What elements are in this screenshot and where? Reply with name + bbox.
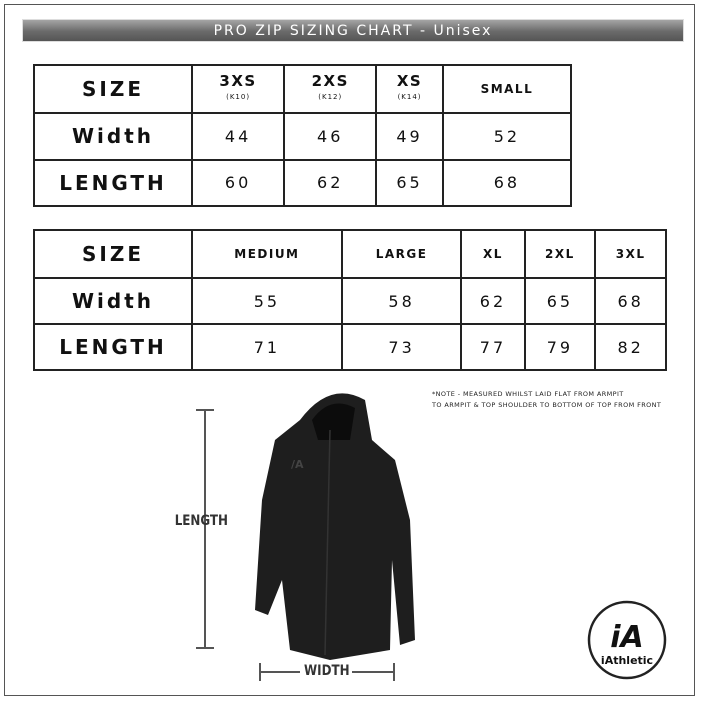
value-cell: 44 [190, 112, 286, 161]
value-cell: 77 [460, 323, 526, 371]
row-label: LENGTH [33, 323, 193, 371]
length-dimension-icon [196, 409, 214, 649]
row-label: LENGTH [33, 158, 193, 207]
value-cell: 73 [340, 323, 463, 371]
iathletic-logo: iA iAthletic [587, 600, 667, 680]
value-cell: 65 [375, 158, 444, 207]
size-cell: 3XL [594, 229, 667, 279]
size-cell: 2XL [523, 229, 597, 279]
chart-title: PRO ZIP SIZING CHART - Unisex [22, 19, 684, 42]
size-table-1: SIZE 3XS (K10) 2XS (K12) XS (K14) SMALL Wid… [33, 64, 573, 207]
row-label: Width [33, 112, 193, 161]
value-cell: 82 [594, 323, 667, 371]
value-cell: 46 [283, 112, 378, 161]
value-cell: 71 [191, 323, 343, 371]
value-cell: 58 [340, 277, 463, 325]
size-cell: 2XS (K12) [283, 64, 378, 114]
size-cell: XL [460, 229, 526, 279]
measurement-note: *NOTE - MEASURED WHILST LAID FLAT FROM A… [432, 390, 662, 409]
jacket-icon: /A [255, 393, 415, 660]
svg-text:iAthletic: iAthletic [601, 654, 653, 667]
size-cell: MEDIUM [191, 229, 343, 279]
size-table-2: SIZE MEDIUM LARGE XL 2XL 3XL Width 55 58 6… [33, 229, 667, 371]
width-dimension-icon [259, 663, 395, 681]
frame [4, 4, 695, 696]
value-cell: 68 [594, 277, 667, 325]
value-cell: 49 [375, 112, 444, 161]
value-cell: 60 [190, 158, 286, 207]
size-header: SIZE [33, 229, 193, 279]
length-label: LENGTH [174, 513, 229, 529]
value-cell: 65 [523, 277, 597, 325]
value-cell: 62 [283, 158, 378, 207]
size-header: SIZE [33, 64, 193, 114]
value-cell: 79 [523, 323, 597, 371]
size-cell: LARGE [340, 229, 463, 279]
row-label: Width [33, 277, 193, 325]
width-label: WIDTH [304, 663, 350, 679]
value-cell: 68 [441, 158, 573, 207]
svg-text:/A: /A [291, 458, 304, 471]
size-cell: SMALL [441, 64, 573, 114]
size-cell: XS (K14) [375, 64, 444, 114]
value-cell: 52 [441, 112, 573, 161]
size-cell: 3XS (K10) [190, 64, 286, 114]
svg-text:iA: iA [610, 620, 644, 655]
value-cell: 55 [191, 277, 343, 325]
value-cell: 62 [460, 277, 526, 325]
